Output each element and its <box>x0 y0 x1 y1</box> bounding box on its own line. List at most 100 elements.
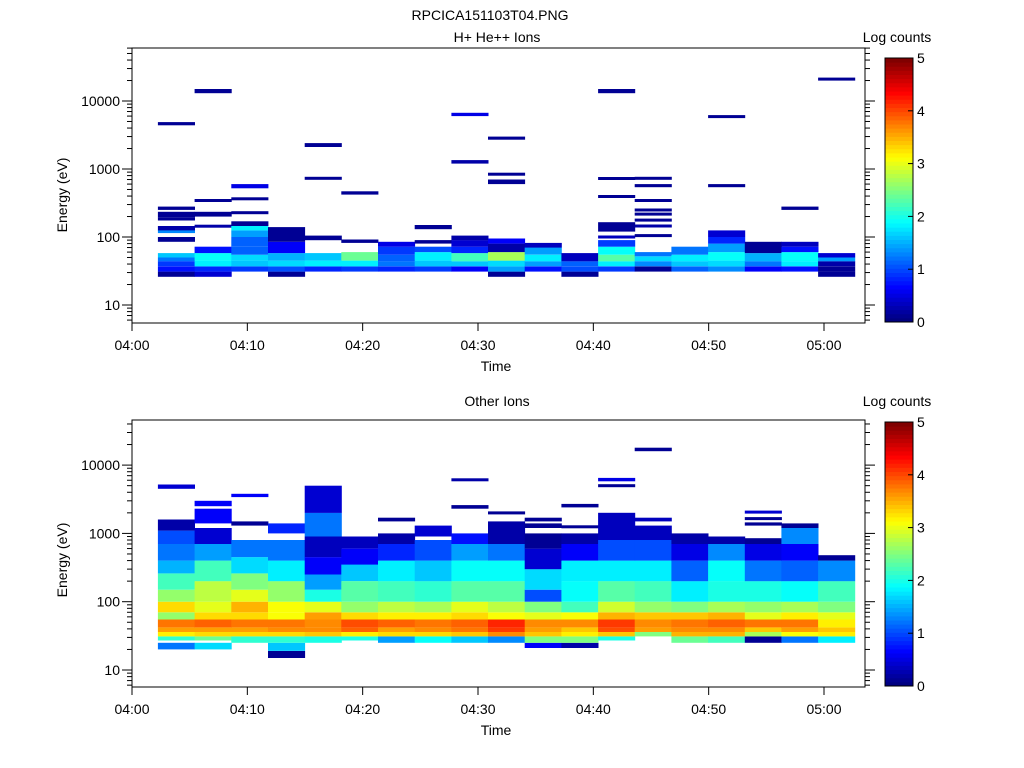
colorbar-swatch <box>885 492 913 497</box>
plot-frame <box>131 47 866 324</box>
heatmap-cell <box>194 199 232 202</box>
heatmap-cell <box>157 217 195 221</box>
heatmap-cell <box>598 601 636 613</box>
heatmap-cell <box>304 253 342 261</box>
heatmap-cell <box>451 627 489 632</box>
heatmap-cell <box>304 176 342 180</box>
colorbar-swatch <box>885 595 913 600</box>
heatmap-cell <box>268 523 306 534</box>
colorbar-swatch <box>885 488 913 493</box>
colorbar-swatch <box>885 673 913 679</box>
colorbar-swatch <box>885 475 913 481</box>
colorbar-swatch <box>885 148 913 154</box>
heatmap-cell <box>341 191 379 195</box>
colorbar-tick-label: 4 <box>917 103 925 119</box>
heatmap-cell <box>194 224 232 228</box>
heatmap-cell <box>744 241 782 254</box>
colorbar-swatch <box>885 422 913 427</box>
heatmap-cell <box>598 246 636 255</box>
heatmap-cell <box>341 601 379 613</box>
heatmap-cell <box>598 477 636 482</box>
heatmap-cell <box>414 225 452 230</box>
heatmap-cell <box>194 260 232 267</box>
heatmap-cell <box>268 266 306 272</box>
heatmap-cells <box>157 447 856 658</box>
heatmap-cell <box>304 601 342 613</box>
heatmap-cell <box>194 211 232 217</box>
heatmap-cell <box>598 627 636 632</box>
heatmap-cell <box>378 261 416 267</box>
heatmap-cell <box>488 511 526 515</box>
colorbar-swatch <box>885 157 913 162</box>
heatmap-cell <box>157 642 195 650</box>
colorbar-swatch <box>885 541 913 547</box>
heatmap-cell <box>488 136 526 140</box>
heatmap-cell <box>268 241 306 254</box>
heatmap-cell <box>524 619 562 628</box>
x-tick-label: 04:00 <box>114 701 149 717</box>
colorbar-swatch <box>885 677 913 683</box>
heatmap-cell <box>378 581 416 602</box>
y-tick-label: 10000 <box>81 457 120 473</box>
colorbar-swatch <box>885 648 913 654</box>
heatmap-cell <box>451 505 489 509</box>
colorbar-label: Log counts <box>863 393 932 409</box>
y-tick-label: 10000 <box>81 93 120 109</box>
colorbar-swatch <box>885 297 913 302</box>
colorbar-swatch <box>885 566 913 572</box>
colorbar-swatch <box>885 479 913 485</box>
heatmap-cell <box>598 240 636 247</box>
x-tick-label: 04:20 <box>345 701 380 717</box>
heatmap-cell <box>744 517 782 521</box>
heatmap-cell <box>781 261 819 267</box>
heatmap-cell <box>451 261 489 267</box>
colorbar-swatch <box>885 107 913 113</box>
heatmap-cell <box>818 77 856 81</box>
heatmap-cell <box>708 560 746 582</box>
heatmap-cell <box>598 581 636 602</box>
heatmap-cell <box>231 246 269 255</box>
heatmap-cell <box>231 557 269 574</box>
colorbar-swatch <box>885 247 913 253</box>
colorbar-swatch <box>885 533 913 539</box>
panel-title: H+ He++ Ions <box>454 29 541 45</box>
heatmap-cell <box>304 235 342 241</box>
colorbar-swatch <box>885 202 913 208</box>
x-tick-label: 04:50 <box>691 337 726 353</box>
colorbar-swatch <box>885 661 913 666</box>
colorbar-swatch <box>885 115 913 121</box>
y-tick-label: 1000 <box>89 525 120 541</box>
heatmap-cell <box>378 612 416 620</box>
heatmap-cell <box>341 619 379 628</box>
heatmap-cell <box>488 271 526 277</box>
heatmap-cell <box>561 642 599 648</box>
colorbar-swatch <box>885 111 913 117</box>
x-axis-label: Time <box>481 358 512 374</box>
colorbar-swatch <box>885 426 913 431</box>
heatmap-cell <box>268 253 306 261</box>
heatmap-cell <box>744 601 782 613</box>
figure-title: RPCICA151103T04.PNG <box>412 7 569 23</box>
y-tick-label: 1000 <box>89 161 120 177</box>
colorbar-swatch <box>885 628 913 633</box>
heatmap-cell <box>231 221 269 226</box>
heatmap-cell <box>708 115 746 119</box>
heatmap-cell <box>561 632 599 637</box>
heatmap-cell <box>231 589 269 602</box>
colorbar-swatch <box>885 681 913 687</box>
heatmap-cell <box>341 636 379 641</box>
heatmap-cell <box>157 530 195 544</box>
heatmap-cell <box>634 184 672 188</box>
heatmap-cell <box>157 253 195 258</box>
y-tick-label: 10 <box>104 662 120 678</box>
heatmap-cell <box>231 266 269 272</box>
colorbar-swatch <box>885 521 913 526</box>
colorbar-tick-label: 2 <box>917 208 925 224</box>
colorbar-swatch <box>885 587 913 592</box>
colorbar-swatch <box>885 653 913 658</box>
colorbar-swatch <box>885 496 913 501</box>
heatmap-cell <box>561 560 599 582</box>
heatmap-cell <box>524 601 562 613</box>
heatmap-cell <box>378 517 416 522</box>
heatmap-cell <box>524 569 562 590</box>
